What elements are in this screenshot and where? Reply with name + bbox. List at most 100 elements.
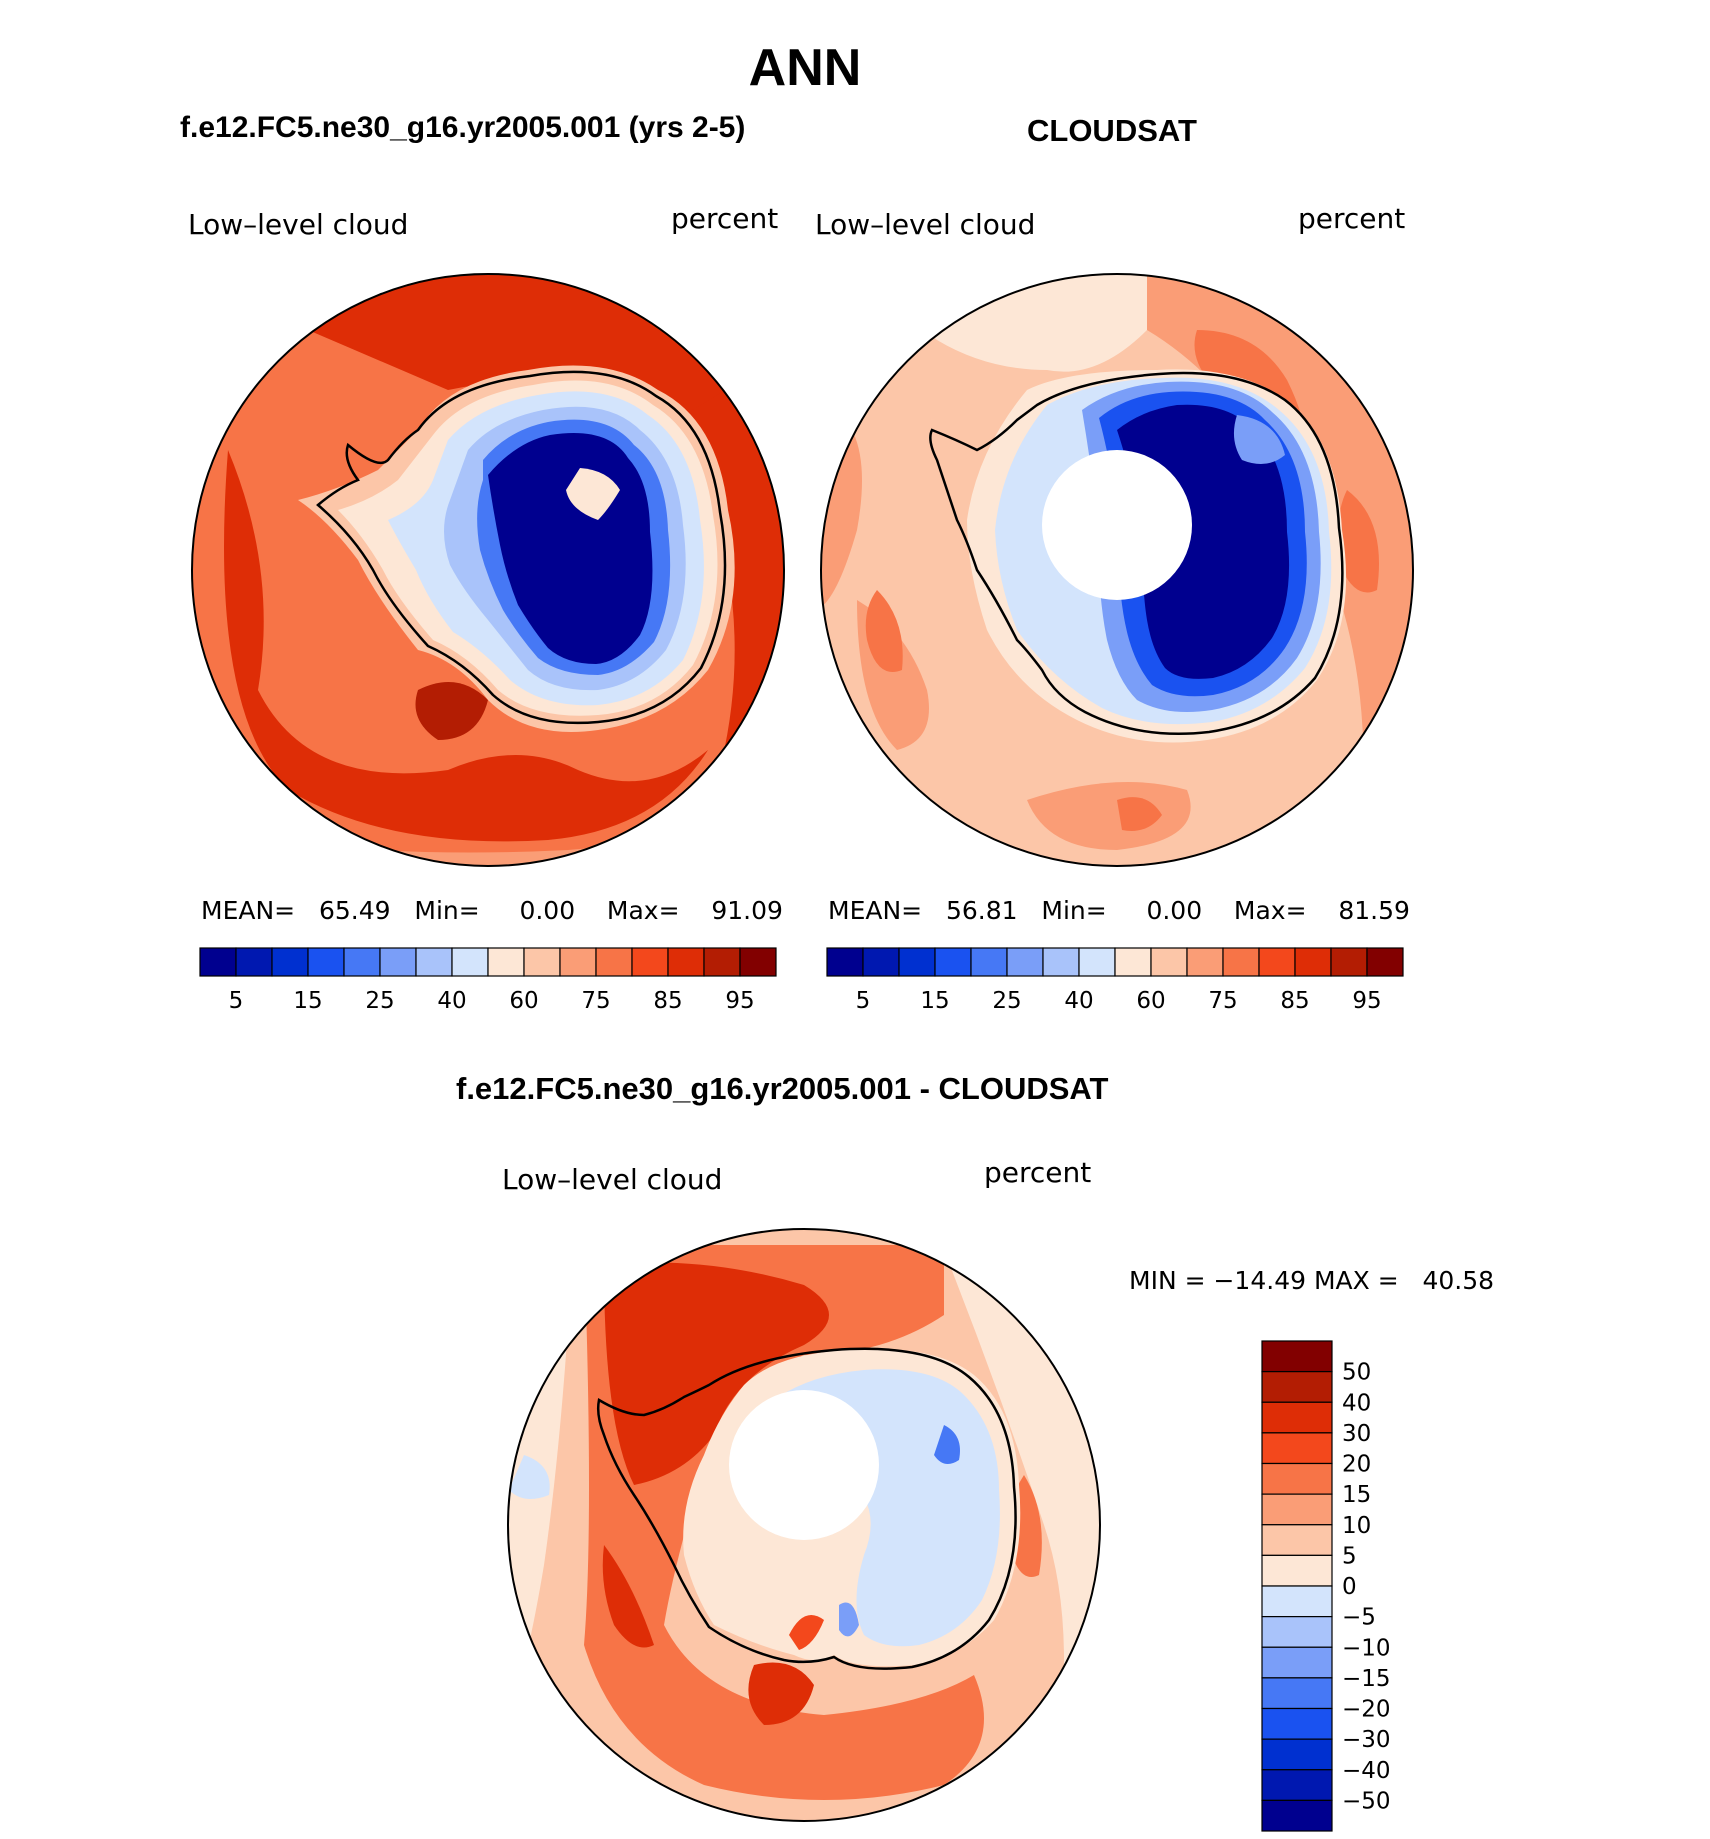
diff-colorbar-swatch-7 [1261, 1554, 1333, 1587]
model-colorbar-swatch-2 [271, 947, 309, 977]
model-colorbar-tick-label: 5 [229, 988, 244, 1014]
obs-colorbar-swatch-11 [1222, 947, 1260, 977]
model-colorbar-swatch-3 [307, 947, 345, 977]
diff-colorbar-tick-label: −5 [1342, 1605, 1376, 1631]
obs-colorbar-swatch-2 [898, 947, 936, 977]
model-colorbar-tick-label: 75 [581, 988, 610, 1014]
diff-colorbar-swatch-14 [1261, 1769, 1333, 1801]
diff-colorbar-swatch-6 [1261, 1524, 1333, 1556]
model-colorbar-swatch-9 [523, 947, 561, 977]
diff-colorbar-swatch-5 [1261, 1493, 1333, 1526]
model-colorbar-swatch-1 [235, 947, 273, 977]
obs-colorbar-swatch-7 [1078, 947, 1116, 977]
diff-colorbar-swatch-10 [1261, 1646, 1333, 1679]
obs-colorbar-swatch-14 [1330, 947, 1368, 977]
obs-colorbar-tick-label: 15 [920, 988, 949, 1014]
model-colorbar-swatch-4 [343, 947, 381, 977]
model-colorbar-swatch-8 [487, 947, 525, 977]
diff-colorbar-tick-label: −50 [1342, 1788, 1391, 1814]
obs-colorbar-swatch-1 [862, 947, 900, 977]
diff-colorbar-tick-label: −20 [1342, 1697, 1391, 1723]
obs-variable-label: Low–level cloud [815, 208, 1036, 241]
obs-colorbar-swatch-8 [1114, 947, 1152, 977]
model-min-value: 0.00 [519, 896, 576, 925]
model-units-label: percent [671, 202, 779, 235]
obs-colorbar: 5 15 25 40 60 75 85 95 [826, 947, 1404, 1014]
obs-min-value: 0.00 [1146, 896, 1203, 925]
diff-colorbar-swatch-12 [1261, 1707, 1333, 1740]
model-colorbar-swatch-7 [451, 947, 489, 977]
model-colorbar-swatch-15 [739, 947, 777, 977]
panel-diff-title: f.e12.FC5.ne30_g16.yr2005.001 - CLOUDSAT [456, 1071, 1109, 1106]
model-max-label: Max= [606, 896, 680, 925]
obs-mean-label: MEAN= [828, 896, 923, 925]
model-colorbar-swatch-12 [631, 947, 669, 977]
obs-stats: MEAN= 56.81 Min= 0.00 Max= 81.59 [828, 896, 1410, 925]
model-colorbar-tick-label: 60 [509, 988, 538, 1014]
model-min-label: Min= [414, 896, 480, 925]
obs-map [820, 273, 1414, 867]
model-colorbar-swatch-13 [667, 947, 705, 977]
model-colorbar-swatch-6 [415, 947, 453, 977]
diff-colorbar-swatch-1 [1261, 1371, 1333, 1403]
diff-colorbar-tick-label: −15 [1342, 1666, 1391, 1692]
panel-left-title: f.e12.FC5.ne30_g16.yr2005.001 (yrs 2-5) [180, 111, 746, 144]
model-colorbar: 5 15 25 40 60 75 85 95 [199, 947, 777, 1014]
obs-colorbar-swatch-13 [1294, 947, 1332, 977]
model-colorbar-swatch-14 [703, 947, 741, 977]
diff-colorbar-tick-label: −10 [1342, 1635, 1391, 1661]
diff-colorbar-swatch-8 [1261, 1585, 1333, 1618]
obs-colorbar-tick-label: 95 [1352, 988, 1381, 1014]
model-map [191, 273, 785, 867]
obs-colorbar-swatch-15 [1366, 947, 1404, 977]
diff-colorbar-tick-label: 10 [1342, 1513, 1371, 1539]
diff-colorbar-tick-label: 20 [1342, 1452, 1371, 1478]
model-colorbar-tick-label: 15 [293, 988, 322, 1014]
model-max-value: 91.09 [711, 896, 783, 925]
diff-range-text: MIN = −14.49 MAX = 40.58 [1129, 1266, 1495, 1295]
obs-colorbar-swatch-4 [970, 947, 1008, 977]
model-colorbar-swatch-0 [199, 947, 237, 977]
obs-mean-value: 56.81 [945, 896, 1018, 925]
model-stats: MEAN= 65.49 Min= 0.00 Max= 91.09 [201, 896, 783, 925]
model-mean-label: MEAN= [201, 896, 296, 925]
difference-map [507, 1228, 1101, 1822]
diff-colorbar-tick-label: −30 [1342, 1727, 1391, 1753]
model-colorbar-swatch-10 [559, 947, 597, 977]
obs-max-label: Max= [1233, 896, 1307, 925]
model-colorbar-swatch-5 [379, 947, 417, 977]
diff-units-label: percent [984, 1156, 1092, 1189]
diff-colorbar-swatch-13 [1261, 1738, 1333, 1771]
obs-colorbar-swatch-10 [1186, 947, 1224, 977]
diff-colorbar-swatch-15 [1261, 1799, 1333, 1832]
diff-colorbar-swatch-2 [1261, 1401, 1333, 1434]
diff-colorbar-tick-label: 5 [1342, 1543, 1357, 1569]
obs-units-label: percent [1298, 202, 1406, 235]
model-colorbar-tick-label: 85 [653, 988, 682, 1014]
model-colorbar-tick-label: 25 [365, 988, 394, 1014]
diff-colorbar-tick-label: 30 [1342, 1421, 1371, 1447]
obs-colorbar-tick-label: 60 [1136, 988, 1165, 1014]
diff-colorbar-tick-label: 0 [1342, 1574, 1357, 1600]
model-colorbar-swatch-11 [595, 947, 633, 977]
diff-colorbar-tick-label: −40 [1342, 1758, 1391, 1784]
obs-colorbar-swatch-12 [1258, 947, 1296, 977]
diff-colorbar-swatch-4 [1261, 1462, 1333, 1495]
diff-colorbar-swatch-3 [1261, 1432, 1333, 1465]
obs-colorbar-tick-label: 25 [992, 988, 1021, 1014]
obs-colorbar-swatch-0 [826, 947, 864, 977]
model-variable-label: Low–level cloud [188, 208, 409, 241]
panel-right-title: CLOUDSAT [1027, 113, 1197, 148]
obs-colorbar-tick-label: 85 [1280, 988, 1309, 1014]
obs-colorbar-tick-label: 75 [1208, 988, 1237, 1014]
diff-colorbar-tick-label: 50 [1342, 1360, 1371, 1386]
obs-colorbar-swatch-9 [1150, 947, 1188, 977]
obs-max-value: 81.59 [1338, 896, 1410, 925]
obs-colorbar-tick-label: 5 [856, 988, 871, 1014]
obs-colorbar-swatch-6 [1042, 947, 1080, 977]
model-mean-value: 65.49 [318, 896, 391, 925]
obs-colorbar-tick-label: 40 [1064, 988, 1093, 1014]
model-colorbar-tick-label: 40 [437, 988, 466, 1014]
